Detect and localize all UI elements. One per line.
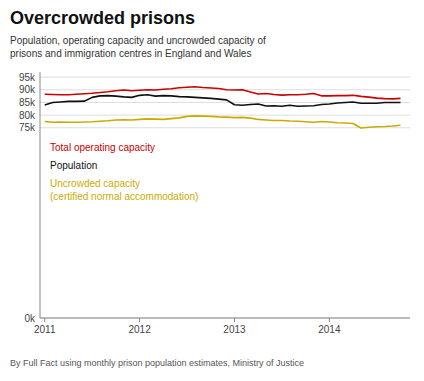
- lines: [45, 87, 401, 128]
- y-tick-label: 90k: [19, 84, 36, 95]
- x-axis-line: [40, 318, 410, 319]
- title: Overcrowded prisons: [10, 8, 195, 28]
- series-label: Uncrowded capacity(certified normal acco…: [50, 178, 198, 202]
- y-tick-label: 85k: [19, 97, 36, 108]
- series-label: Population: [50, 160, 97, 171]
- y-tick-label: 75k: [19, 122, 36, 133]
- grid-line: [40, 115, 410, 116]
- y-tick-label: 0k: [24, 313, 36, 324]
- x-tick-label: 2013: [223, 324, 246, 335]
- subtitle: Population, operating capacity and uncro…: [10, 35, 266, 59]
- chart: Overcrowded prisons Population, operating…: [0, 0, 424, 381]
- series-label: Total operating capacity: [50, 142, 155, 153]
- y-tick-label: 95k: [19, 72, 36, 83]
- x-tick: [44, 318, 45, 322]
- footer: By Full Fact using monthly prison popula…: [10, 358, 304, 368]
- grid-line: [40, 77, 410, 78]
- series-line: [45, 95, 401, 106]
- grid-line: [40, 318, 410, 319]
- grid-line: [40, 127, 410, 128]
- y-tick-label: 80k: [19, 110, 36, 121]
- series-line: [45, 116, 401, 128]
- series-line: [45, 87, 401, 99]
- x-tick-label: 2014: [318, 324, 341, 335]
- y-axis-line: [40, 72, 41, 318]
- grid: [40, 77, 410, 318]
- x-tick: [329, 318, 330, 322]
- x-tick: [234, 318, 235, 322]
- x-tick: [139, 318, 140, 322]
- x-tick-label: 2011: [34, 324, 56, 335]
- x-tick-label: 2012: [128, 324, 151, 335]
